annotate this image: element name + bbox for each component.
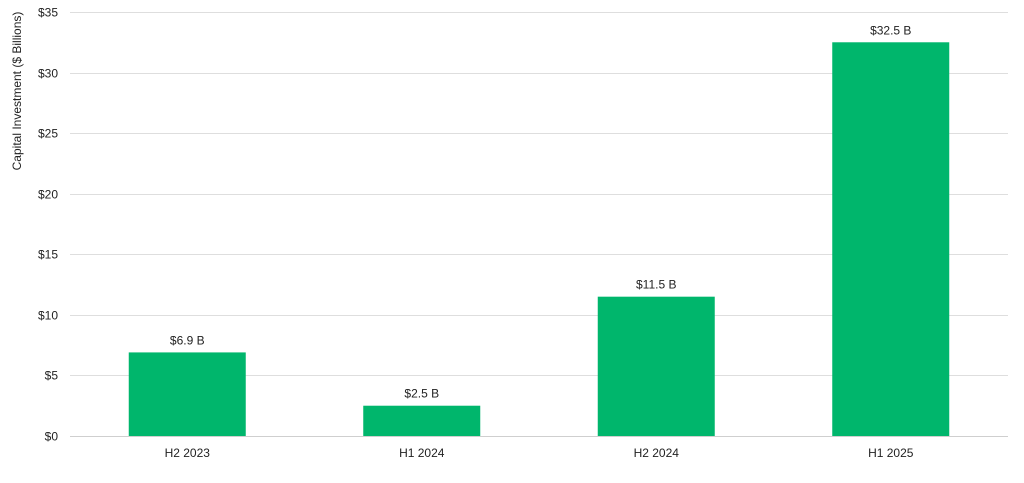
- y-tick-label: $10: [38, 309, 58, 323]
- y-axis-ticks: $0 $5 $10 $15 $20 $25 $30 $35: [38, 6, 58, 444]
- y-tick-label: $15: [38, 248, 58, 262]
- bar-data-label: $11.5 B: [636, 278, 676, 292]
- x-tick-label: H1 2025: [868, 446, 914, 460]
- x-tick-label: H2 2024: [634, 446, 680, 460]
- y-tick-label: $5: [45, 369, 59, 383]
- y-axis-title: Capital Investment ($ Billions): [10, 12, 24, 171]
- y-tick-label: $0: [45, 430, 59, 444]
- y-tick-label: $35: [38, 6, 58, 20]
- data-labels: $6.9 B $2.5 B $11.5 B $32.5 B: [170, 23, 912, 400]
- bar-data-label: $32.5 B: [870, 23, 911, 37]
- y-tick-label: $30: [38, 67, 58, 81]
- x-tick-label: H2 2023: [165, 446, 211, 460]
- bars: [128, 42, 950, 437]
- bar: [128, 352, 246, 436]
- bar: [597, 296, 715, 436]
- bar-data-label: $6.9 B: [170, 333, 205, 347]
- x-axis-ticks: H2 2023 H1 2024 H2 2024 H1 2025: [165, 446, 914, 460]
- y-tick-label: $20: [38, 188, 58, 202]
- bar-data-label: $2.5 B: [404, 387, 439, 401]
- y-tick-label: $25: [38, 127, 58, 141]
- x-tick-label: H1 2024: [399, 446, 445, 460]
- bar: [832, 42, 950, 437]
- bar: [363, 405, 481, 436]
